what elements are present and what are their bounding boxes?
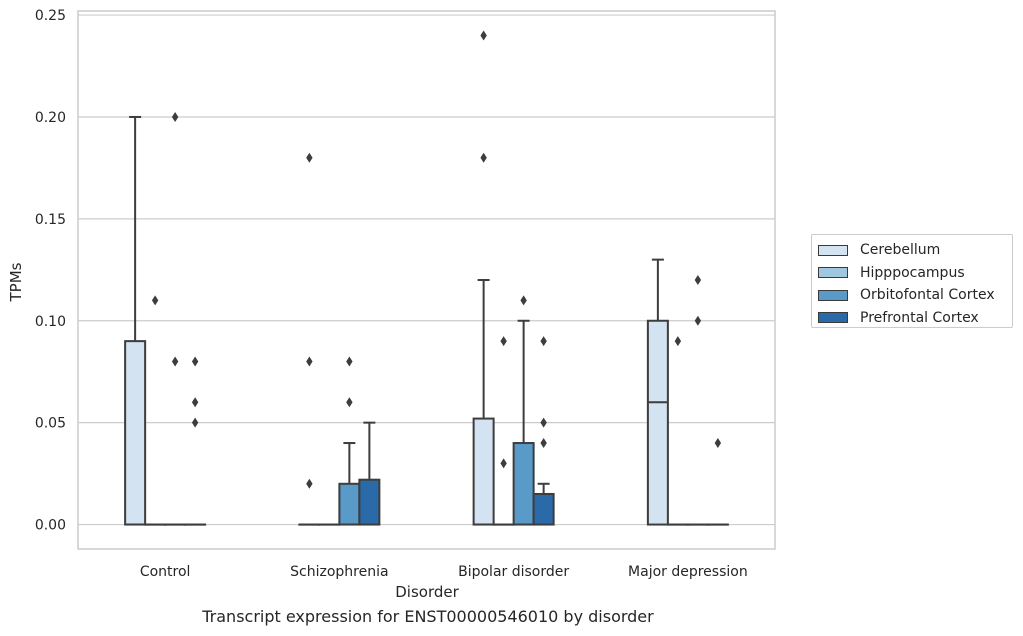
- outlier-point: [540, 438, 547, 449]
- outlier-point: [191, 397, 199, 408]
- y-tick-label: 0.10: [35, 314, 66, 330]
- x-tick-label: Control: [140, 564, 191, 580]
- box-prefrontal-cortex: [358, 421, 381, 526]
- outlier-point: [694, 275, 702, 285]
- outlier-point: [151, 295, 159, 306]
- outlier-point: [694, 315, 702, 326]
- box-cerebellum: [472, 30, 495, 526]
- outlier-point: [171, 356, 179, 367]
- y-axis-ticks: 0.00 0.05 0.10 0.15 0.20 0.25: [35, 8, 66, 533]
- outlier-point: [674, 336, 682, 347]
- box-cerebellum: [124, 115, 147, 526]
- legend: Cerebellum Hipppocampus Orbitofontal Corte…: [811, 234, 1013, 328]
- outlier-point: [500, 458, 507, 469]
- x-axis-label: Disorder: [395, 583, 459, 601]
- box-hipppocampus: [666, 336, 689, 526]
- legend-label: Hipppocampus: [860, 264, 965, 281]
- legend-swatch: [818, 244, 848, 256]
- legend-swatch: [818, 267, 848, 279]
- legend-item: Cerebellum: [818, 239, 1006, 262]
- box-prefrontal-cortex: [706, 438, 729, 526]
- outlier-point: [540, 336, 547, 347]
- outlier-point: [346, 356, 353, 367]
- legend-label: Prefrontal Cortex: [860, 309, 979, 326]
- box: [532, 492, 555, 526]
- x-axis-ticks: Control Schizophrenia Bipolar disorder Majo…: [140, 564, 748, 580]
- x-tick-label: Schizophrenia: [290, 564, 388, 580]
- x-tick-label: Bipolar disorder: [458, 564, 569, 580]
- legend-item: Orbitofontal Cortex: [818, 284, 1006, 307]
- box: [512, 442, 535, 526]
- outlier-point: [306, 478, 313, 489]
- box-cerebellum: [646, 258, 669, 526]
- box: [646, 319, 669, 526]
- box-orbitofontal-cortex: [686, 275, 709, 526]
- box-cerebellum: [298, 152, 321, 526]
- outlier-point: [540, 417, 547, 428]
- outlier-point: [714, 438, 722, 449]
- legend-swatch: [818, 312, 848, 324]
- legend-label: Orbitofontal Cortex: [860, 287, 995, 304]
- y-axis-label: TPMs: [7, 262, 25, 302]
- outlier-point: [171, 111, 179, 122]
- box: [124, 340, 147, 526]
- outlier-point: [191, 356, 199, 367]
- chart-caption: Transcript expression for ENST0000054601…: [202, 607, 654, 626]
- y-tick-label: 0.25: [35, 8, 66, 24]
- y-tick-label: 0.05: [35, 416, 66, 432]
- y-tick-label: 0.00: [35, 518, 66, 534]
- outlier-point: [520, 295, 527, 306]
- outlier-point: [346, 397, 353, 408]
- legend-item: Prefrontal Cortex: [818, 307, 1006, 330]
- outlier-point: [306, 356, 313, 367]
- outlier-point: [306, 152, 313, 163]
- legend-item: Hipppocampus: [818, 262, 1006, 285]
- box-series: [124, 30, 729, 526]
- outlier-point: [480, 30, 487, 41]
- legend-swatch: [818, 289, 848, 301]
- outlier-point: [480, 152, 487, 163]
- box: [472, 417, 495, 526]
- box-orbitofontal-cortex: [338, 356, 361, 526]
- outlier-point: [500, 336, 507, 347]
- legend-label: Cerebellum: [860, 242, 941, 259]
- box-prefrontal-cortex: [532, 336, 555, 526]
- box-orbitofontal-cortex: [512, 295, 535, 526]
- plot-area: [77, 10, 776, 550]
- box: [358, 478, 381, 526]
- y-tick-label: 0.20: [35, 110, 66, 126]
- box-prefrontal-cortex: [184, 356, 207, 526]
- y-tick-label: 0.15: [35, 212, 66, 228]
- outlier-point: [191, 417, 199, 428]
- x-tick-label: Major depression: [628, 564, 748, 580]
- box: [338, 482, 361, 526]
